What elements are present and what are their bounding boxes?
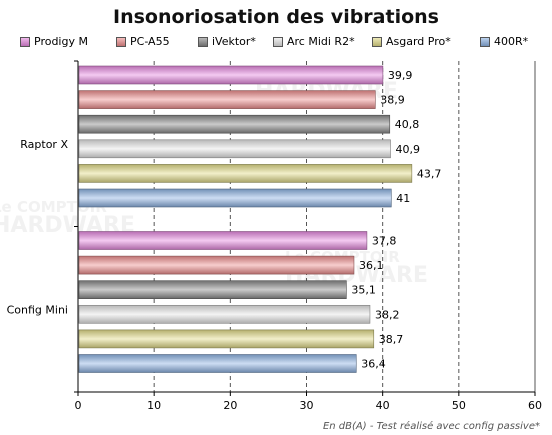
x-tick-label: 50 bbox=[452, 399, 466, 412]
data-label: 41 bbox=[396, 192, 410, 205]
bar bbox=[78, 164, 413, 183]
legend-swatch bbox=[480, 36, 490, 47]
data-label: 38,2 bbox=[375, 308, 400, 321]
x-tick-label: 10 bbox=[147, 399, 161, 412]
category-label: Raptor X bbox=[20, 138, 68, 151]
bar bbox=[78, 280, 347, 300]
legend-item: Prodigy M bbox=[20, 35, 88, 48]
data-label: 38,7 bbox=[379, 333, 404, 346]
legend-label: Asgard Pro* bbox=[386, 35, 451, 48]
legend-swatch bbox=[198, 36, 208, 47]
x-tick-label: 0 bbox=[75, 399, 82, 412]
bar bbox=[78, 329, 375, 349]
bar bbox=[78, 304, 371, 324]
bar bbox=[78, 354, 357, 373]
legend-label: iVektor* bbox=[212, 35, 256, 48]
bar bbox=[78, 231, 368, 250]
chart-title: Insonoriosation des vibrations bbox=[113, 6, 439, 28]
legend-label: Arc Midi R2* bbox=[287, 35, 355, 48]
legend-swatch bbox=[116, 36, 126, 47]
data-label: 36,1 bbox=[359, 259, 384, 272]
data-label: 39,9 bbox=[388, 69, 413, 82]
legend-swatch bbox=[372, 36, 382, 47]
bar bbox=[78, 65, 384, 85]
legend-item: PC-A55 bbox=[116, 35, 170, 48]
x-tick-label: 30 bbox=[300, 399, 314, 412]
legend-item: Asgard Pro* bbox=[372, 35, 451, 48]
legend-label: PC-A55 bbox=[130, 35, 170, 48]
legend: Prodigy M PC-A55 iVektor* Arc Midi R2* Asgar… bbox=[20, 35, 550, 49]
bar bbox=[78, 114, 391, 134]
data-label: 37,8 bbox=[372, 235, 397, 248]
bar bbox=[78, 255, 355, 275]
data-label: 43,7 bbox=[417, 167, 442, 180]
x-tick-label: 20 bbox=[223, 399, 237, 412]
legend-swatch bbox=[20, 36, 30, 47]
x-tick-label: 40 bbox=[376, 399, 390, 412]
data-label: 40,9 bbox=[396, 143, 421, 156]
bar bbox=[78, 139, 391, 159]
data-label: 35,1 bbox=[351, 284, 376, 297]
bar bbox=[78, 188, 392, 208]
data-label: 38,9 bbox=[380, 94, 405, 107]
legend-item: 400R* bbox=[480, 35, 528, 48]
data-label: 36,4 bbox=[361, 358, 386, 371]
legend-item: Arc Midi R2* bbox=[273, 35, 355, 48]
legend-label: Prodigy M bbox=[34, 35, 88, 48]
x-tick-label: 60 bbox=[528, 399, 542, 412]
chart-footnote: En dB(A) - Test réalisé avec config pass… bbox=[322, 421, 540, 432]
legend-label: 400R* bbox=[494, 35, 529, 48]
legend-swatch bbox=[273, 36, 283, 47]
legend-item: iVektor* bbox=[198, 35, 256, 48]
category-label: Config Mini bbox=[7, 303, 68, 316]
data-label: 40,8 bbox=[395, 118, 420, 131]
bar bbox=[78, 90, 376, 109]
